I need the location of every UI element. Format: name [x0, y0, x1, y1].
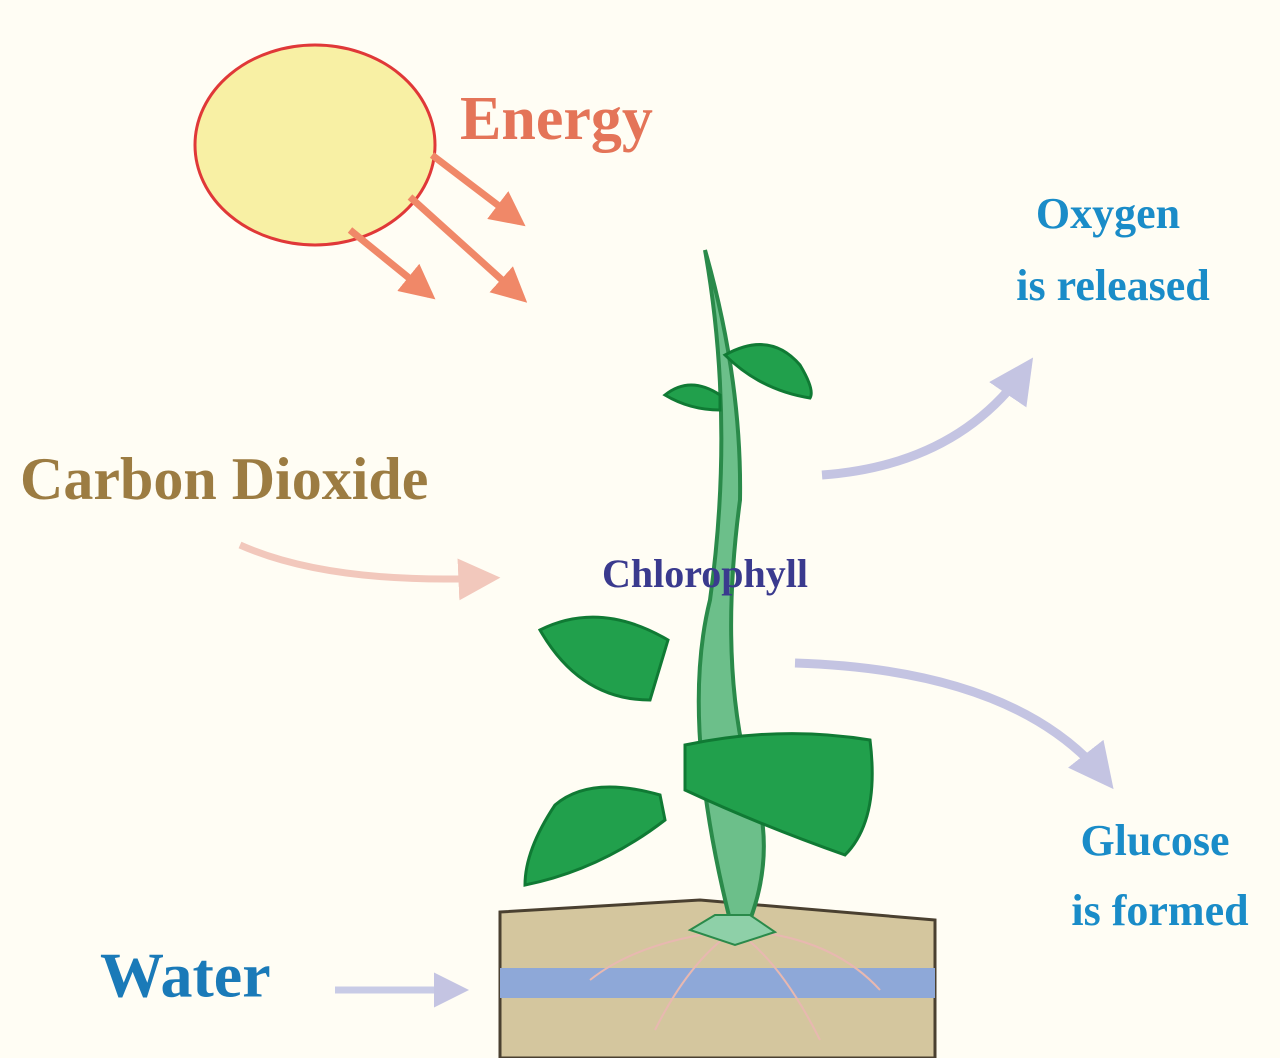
chlorophyll-label: Chlorophyll: [602, 551, 808, 596]
energy-label: Energy: [460, 85, 653, 153]
oxygen-label: Oxygen: [1036, 189, 1180, 238]
carbon-dioxide-label: Carbon Dioxide: [20, 446, 428, 512]
oxygen-label: is released: [1016, 261, 1210, 310]
diagram: Energy Oxygen is released Carbon Dioxide…: [0, 0, 1280, 1058]
sun: [195, 45, 435, 245]
glucose-label: Glucose: [1080, 816, 1229, 865]
page: Energy Oxygen is released Carbon Dioxide…: [0, 0, 1280, 1058]
glucose-label: is formed: [1071, 886, 1248, 935]
water-label: Water: [100, 940, 271, 1011]
groundwater: [500, 968, 935, 998]
